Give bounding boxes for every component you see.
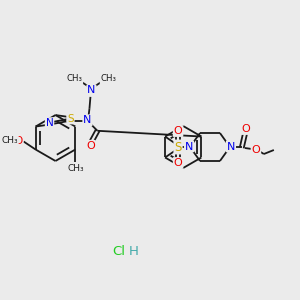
Text: N: N: [227, 142, 235, 152]
Text: S: S: [174, 140, 182, 154]
Text: O: O: [86, 141, 95, 151]
Text: O: O: [251, 145, 260, 155]
Text: CH₃: CH₃: [1, 136, 18, 145]
Text: CH₃: CH₃: [67, 74, 82, 83]
Text: N: N: [185, 142, 193, 152]
Text: S: S: [67, 114, 74, 124]
Text: N: N: [87, 85, 96, 95]
Text: N: N: [46, 118, 53, 128]
Text: H: H: [128, 245, 138, 258]
Text: O: O: [14, 136, 23, 146]
Text: CH₃: CH₃: [67, 164, 84, 173]
Text: CH₃: CH₃: [100, 74, 116, 83]
Text: O: O: [174, 126, 182, 136]
Text: N: N: [83, 115, 92, 125]
Text: Cl: Cl: [112, 245, 125, 258]
Text: O: O: [242, 124, 250, 134]
Text: O: O: [174, 158, 182, 168]
